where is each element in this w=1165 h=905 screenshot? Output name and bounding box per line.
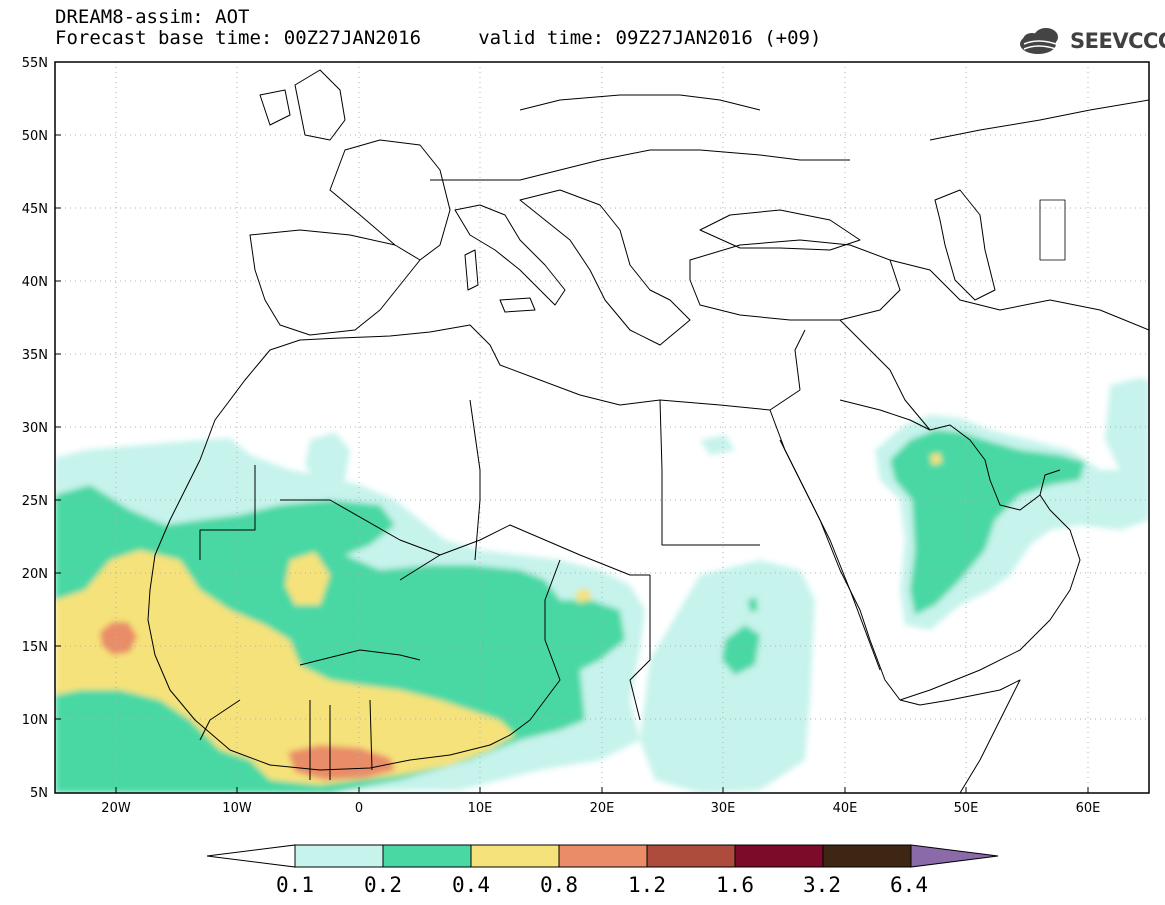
axis-ticks [55, 134, 1089, 793]
colorbar-label: 1.6 [716, 873, 754, 897]
aot-level-0.8-spot [100, 622, 137, 655]
colorbar-label: 0.4 [452, 873, 490, 897]
lon-label: 50E [954, 801, 979, 816]
lat-label: 40N [22, 275, 48, 290]
colorbar-swatch [470, 844, 560, 868]
aot-level-0.2-arabia [890, 430, 1085, 615]
graticule [55, 62, 1149, 793]
colorbar-swatch [646, 844, 736, 868]
colorbar-low-arrow [206, 844, 296, 868]
colorbar-swatch [382, 844, 472, 868]
coastlines [147, 69, 1149, 793]
lat-label: 15N [22, 640, 48, 655]
longitude-labels: 20W 10W 0 10E 20E 30E 40E 50E 60E [101, 801, 1100, 816]
lat-label: 30N [22, 421, 48, 436]
lon-label: 20E [590, 801, 615, 816]
latitude-labels: 55N 50N 45N 40N 35N 30N 25N 20N 15N 10N … [22, 56, 48, 801]
forecast-time-line: Forecast base time: 00Z27JAN2016 valid t… [55, 27, 822, 49]
aot-level-0.4-west-africa [55, 550, 515, 785]
colorbar-label: 1.2 [628, 873, 666, 897]
lat-label: 20N [22, 567, 48, 582]
lat-label: 55N [22, 56, 48, 71]
colorbar-swatch [822, 844, 912, 868]
lat-label: 10N [22, 713, 48, 728]
colorbar-label: 3.2 [803, 873, 841, 897]
lat-label: 35N [22, 348, 48, 363]
logo-text: SEEVCCC [1070, 29, 1165, 53]
lon-label: 10W [222, 801, 252, 816]
colorbar-swatch [734, 844, 824, 868]
colorbar-label: 6.4 [890, 873, 928, 897]
lat-label: 45N [22, 202, 48, 217]
lat-label: 5N [30, 786, 48, 801]
lat-label: 25N [22, 494, 48, 509]
colorbar-label: 0.8 [540, 873, 578, 897]
lon-label: 30E [711, 801, 736, 816]
lon-label: 60E [1076, 801, 1101, 816]
colorbar-swatch [294, 844, 384, 868]
cloud-logo-icon [1020, 28, 1058, 54]
colorbar-swatch [558, 844, 648, 868]
lon-label: 40E [833, 801, 858, 816]
lon-label: 10E [468, 801, 493, 816]
colorbar-label: 0.1 [276, 873, 314, 897]
colorbar-label: 0.2 [364, 873, 402, 897]
colorbar-high-arrow [910, 844, 999, 868]
lat-label: 50N [22, 129, 48, 144]
lon-label: 20W [101, 801, 131, 816]
colorbar [206, 844, 999, 868]
aot-level-0.8-gulf-of-guinea [288, 745, 395, 780]
map-title: DREAM8-assim: AOT [55, 6, 250, 28]
lon-label: 0 [355, 801, 363, 816]
